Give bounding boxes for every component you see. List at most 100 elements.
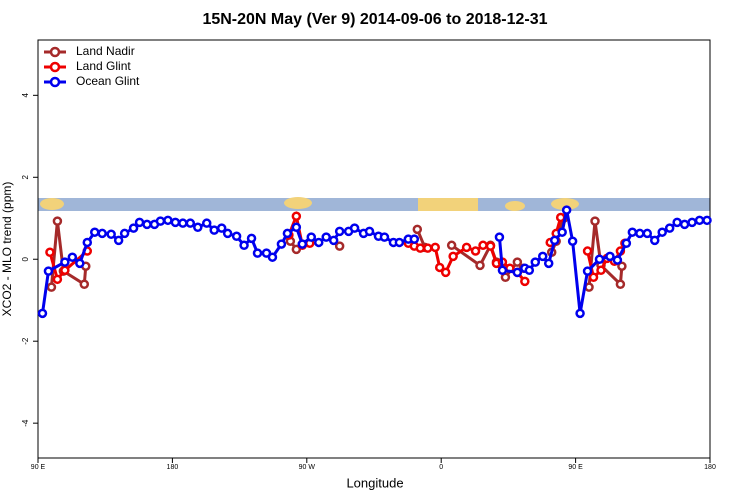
point <box>222 228 233 239</box>
map-strip <box>38 197 710 211</box>
legend-label: Land Nadir <box>76 44 135 58</box>
point <box>178 218 188 228</box>
point <box>334 226 345 237</box>
point <box>291 211 302 221</box>
point <box>261 248 272 258</box>
point <box>687 217 697 228</box>
point <box>679 219 690 230</box>
point <box>364 226 375 237</box>
plot-frame <box>37 39 711 459</box>
point <box>106 229 116 239</box>
y-axis-label: XCO2 - MLO trend (ppm) <box>0 182 14 317</box>
point <box>561 205 572 215</box>
point <box>448 251 458 262</box>
point <box>52 216 63 226</box>
point <box>128 223 139 233</box>
point <box>313 237 324 248</box>
x-axis-label: Longitude <box>346 475 403 490</box>
point <box>512 267 523 278</box>
point <box>52 274 63 285</box>
point <box>67 252 78 262</box>
point <box>615 279 626 289</box>
point <box>497 265 508 276</box>
point <box>409 234 420 244</box>
point <box>43 266 54 276</box>
point <box>649 235 660 246</box>
x-tick-label: 180 <box>167 464 179 471</box>
point <box>291 244 302 255</box>
point <box>412 224 423 235</box>
point <box>119 228 130 239</box>
point <box>627 227 638 237</box>
point <box>440 267 451 278</box>
point <box>543 258 554 269</box>
x-tick-label: 0 <box>439 464 443 471</box>
point <box>291 222 302 233</box>
point <box>567 236 578 246</box>
point <box>475 260 485 271</box>
point <box>537 251 548 262</box>
point <box>282 228 293 239</box>
point <box>155 216 166 226</box>
point <box>524 265 535 276</box>
point <box>582 246 593 256</box>
point <box>470 246 481 256</box>
y-tick-label: 2 <box>21 175 30 180</box>
y-tick-label: -2 <box>21 337 30 345</box>
point <box>494 232 505 242</box>
point <box>297 239 308 249</box>
point <box>334 241 345 251</box>
point <box>702 215 712 226</box>
point <box>216 223 227 233</box>
point <box>193 222 203 233</box>
point <box>485 241 496 251</box>
point <box>434 262 445 273</box>
point <box>549 235 560 246</box>
point <box>605 251 615 262</box>
point <box>209 225 219 235</box>
point <box>520 276 530 287</box>
point <box>349 223 360 233</box>
point <box>596 265 606 276</box>
point <box>530 257 541 267</box>
point <box>512 257 523 267</box>
point <box>75 258 85 269</box>
point <box>461 242 472 253</box>
point <box>394 237 405 248</box>
point <box>170 217 181 228</box>
point <box>430 242 440 253</box>
point <box>423 243 433 253</box>
point <box>321 232 331 242</box>
legend-label: Land Glint <box>76 59 131 73</box>
point <box>163 215 173 226</box>
point <box>657 227 667 237</box>
point <box>46 282 57 292</box>
y-tick-label: 4 <box>21 93 30 98</box>
point <box>252 248 263 258</box>
point <box>276 239 287 249</box>
point <box>379 232 390 242</box>
y-tick-label: 0 <box>21 256 30 261</box>
point <box>664 223 675 233</box>
point <box>79 279 90 289</box>
point <box>60 265 70 276</box>
x-tick-label: 180 <box>704 464 716 471</box>
point <box>142 219 152 230</box>
point <box>45 247 55 258</box>
point <box>621 238 632 249</box>
point <box>134 217 145 228</box>
point <box>306 232 317 242</box>
legend-marker <box>49 46 61 58</box>
point <box>267 252 278 262</box>
point <box>246 233 257 244</box>
point <box>446 240 457 251</box>
legend-marker <box>49 61 61 73</box>
point <box>60 257 70 267</box>
y-tick-label: -4 <box>21 419 30 427</box>
point <box>642 228 653 239</box>
point <box>231 231 242 242</box>
point <box>672 217 682 228</box>
